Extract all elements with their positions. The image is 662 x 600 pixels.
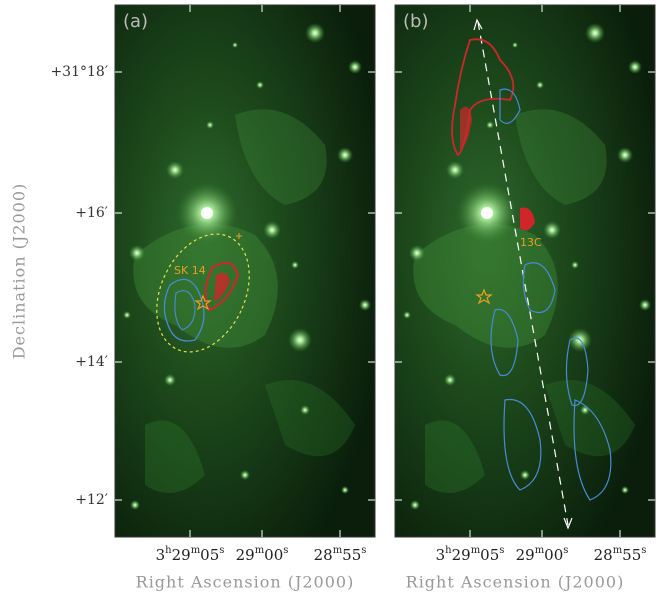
x-tick-label: 28m55s	[594, 545, 647, 565]
number: 3	[436, 546, 446, 564]
y-axis-label: Declination (J2000)	[10, 183, 29, 360]
unit: s	[219, 545, 224, 556]
figure: Declination (J2000) +31°18′ +16′ +14′ +12′ 3h…	[0, 0, 662, 600]
x-tick-label: 3h29m05s	[156, 545, 225, 565]
x-tick-label: 28m55s	[314, 545, 367, 565]
number: 29	[452, 546, 471, 564]
number: 29	[236, 546, 255, 564]
number: 55	[622, 546, 641, 564]
annotation: SK 14	[174, 264, 206, 277]
unit: s	[499, 545, 504, 556]
number: 28	[594, 546, 613, 564]
y-tick-label: +31°18′	[50, 64, 108, 80]
number: 55	[342, 546, 361, 564]
unit: s	[563, 545, 568, 556]
number: 00	[264, 546, 283, 564]
y-tick-label: +12′	[75, 492, 108, 508]
number: 05	[480, 546, 499, 564]
y-tick-label: +16′	[75, 205, 108, 221]
unit: s	[641, 545, 646, 556]
panel-label: (b)	[403, 11, 428, 32]
x-tick-label: 3h29m05s	[436, 545, 505, 565]
number: 29	[516, 546, 535, 564]
number: 00	[544, 546, 563, 564]
unit: s	[283, 545, 288, 556]
y-tick-label: +14′	[75, 354, 108, 370]
number: 3	[156, 546, 166, 564]
number: 28	[314, 546, 333, 564]
annotation: 13C	[520, 236, 542, 249]
panel-a-image	[115, 5, 375, 537]
number: 29	[172, 546, 191, 564]
unit: s	[361, 545, 366, 556]
x-tick-label: 29m00s	[236, 545, 289, 565]
x-tick-label: 29m00s	[516, 545, 569, 565]
x-axis-label: Right Ascension (J2000)	[136, 573, 355, 592]
number: 05	[200, 546, 219, 564]
panel-b-image	[395, 5, 655, 537]
panel-label: (a)	[123, 11, 148, 32]
x-axis-label: Right Ascension (J2000)	[406, 573, 625, 592]
